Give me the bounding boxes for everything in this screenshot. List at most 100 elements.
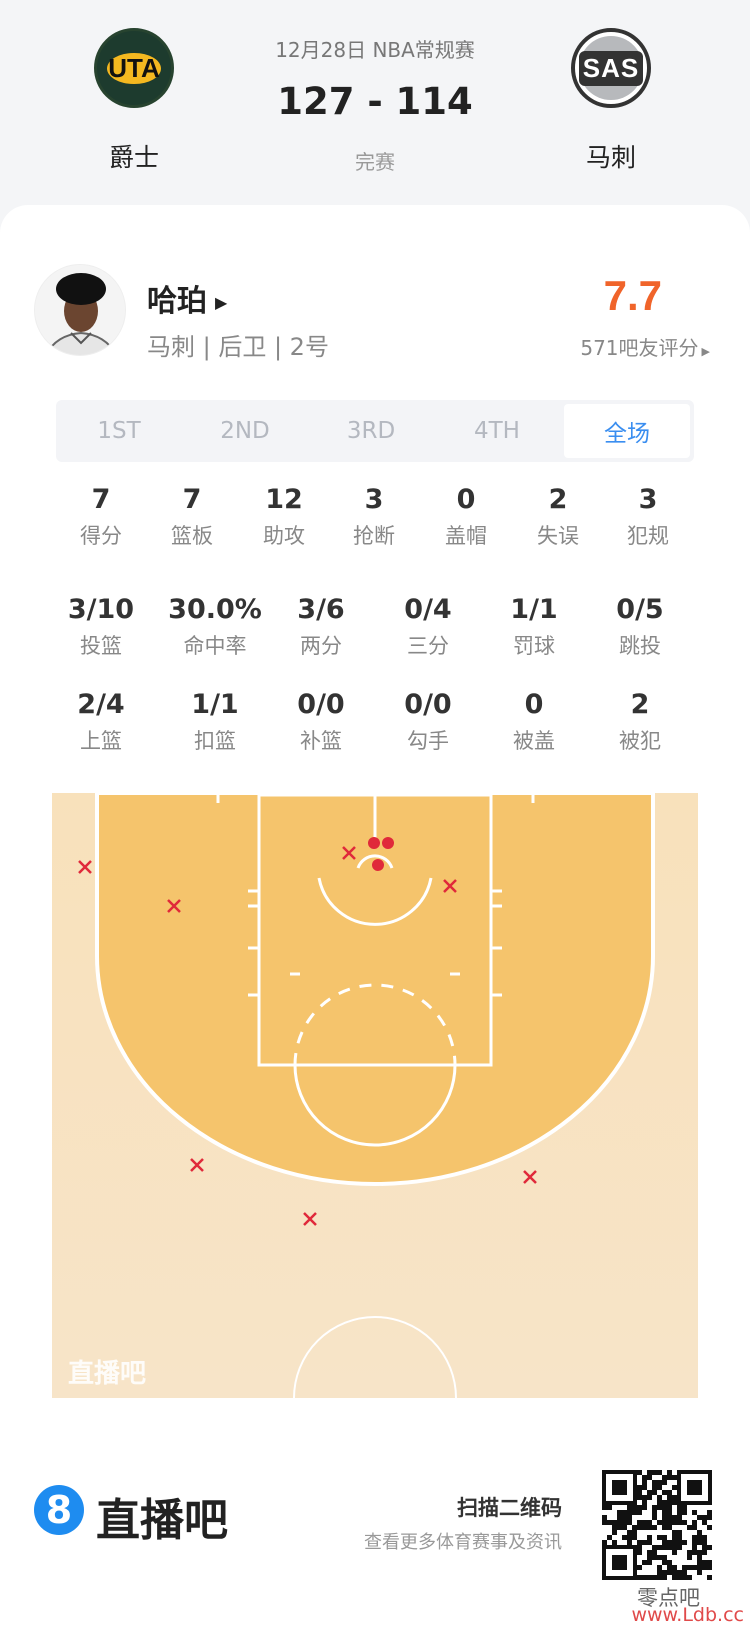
missed-shot-x-icon: [523, 1170, 537, 1184]
stat-value: 1/1: [510, 594, 558, 625]
scan-subtitle: 查看更多体育赛事及资讯: [364, 1532, 562, 1553]
missed-shot-x-icon: [342, 846, 356, 860]
game-date-league: 12月28日 NBA常规赛: [275, 38, 475, 62]
made-shot-dot: [382, 837, 394, 849]
sas-team-logo[interactable]: SAS: [571, 28, 651, 108]
stat-value: 0/0: [297, 689, 345, 720]
watermark-url: www.Ldb.cc: [631, 1604, 744, 1626]
zhibo8-logo-icon: 8: [34, 1485, 84, 1535]
three-point-area: [95, 793, 655, 1186]
play-arrow-icon: ▶: [215, 293, 228, 312]
stat-label: 失误: [537, 524, 579, 548]
stat-罚球: 1/1 罚球: [479, 592, 589, 660]
stat-label: 三分: [407, 634, 449, 658]
stat-value: 2/4: [77, 689, 125, 720]
stat-label: 盖帽: [445, 524, 487, 548]
stat-value: 3: [638, 484, 658, 515]
tab-2nd[interactable]: 2ND: [220, 418, 270, 444]
stat-value: 3/6: [297, 594, 345, 625]
player-avatar: [34, 264, 126, 356]
missed-shot-x-icon: [190, 1158, 204, 1172]
stat-value: 0/5: [616, 594, 664, 625]
stat-value: 3: [364, 484, 384, 515]
stat-label: 两分: [300, 634, 342, 658]
stat-label: 命中率: [183, 634, 247, 658]
stat-value: 7: [182, 484, 202, 515]
stat-得分: 7 得分: [46, 482, 156, 550]
stat-label: 罚球: [513, 634, 555, 658]
court-lines: [216, 793, 535, 1398]
stat-label: 补篮: [300, 729, 342, 753]
player-name: 哈珀: [147, 284, 207, 319]
stat-投篮: 3/10 投篮: [46, 592, 156, 660]
away-team-name[interactable]: 马刺: [585, 143, 636, 172]
stat-篮板: 7 篮板: [137, 482, 247, 550]
made-shot-dot: [372, 859, 384, 871]
stat-label: 篮板: [171, 524, 213, 548]
stat-label: 投篮: [80, 634, 122, 658]
stat-value: 0: [456, 484, 476, 515]
stat-value: 0/0: [404, 689, 452, 720]
period-tabs: 1ST 2ND 3RD 4TH 全场: [56, 400, 694, 462]
uta-team-logo[interactable]: UTA: [94, 28, 174, 108]
stat-value: 12: [265, 484, 303, 515]
stat-勾手: 0/0 勾手: [373, 687, 483, 755]
scan-title: 扫描二维码: [457, 1496, 562, 1520]
stat-补篮: 0/0 补篮: [266, 687, 376, 755]
stat-label: 犯规: [627, 524, 669, 548]
stat-命中率: 30.0% 命中率: [160, 592, 270, 660]
stat-label: 抢断: [353, 524, 395, 548]
stat-value: 0/4: [404, 594, 452, 625]
stat-label: 被盖: [513, 729, 555, 753]
stat-label: 得分: [80, 524, 122, 548]
stat-扣篮: 1/1 扣篮: [160, 687, 270, 755]
tab-1st[interactable]: 1ST: [97, 418, 141, 444]
stat-跳投: 0/5 跳投: [585, 592, 695, 660]
footer-brand: 直播吧: [96, 1495, 228, 1546]
missed-shot-x-icon: [167, 899, 181, 913]
stat-label: 助攻: [263, 524, 305, 548]
stat-上篮: 2/4 上篮: [46, 687, 156, 755]
missed-shot-x-icon: [303, 1212, 317, 1226]
qr-code[interactable]: [602, 1470, 712, 1580]
stat-被盖: 0 被盖: [479, 687, 589, 755]
player-rating: 7.7: [603, 272, 662, 319]
game-status: 完赛: [355, 150, 395, 174]
stat-两分: 3/6 两分: [266, 592, 376, 660]
player-info: 马刺 | 后卫 | 2号: [147, 333, 329, 361]
stat-value: 7: [91, 484, 111, 515]
stat-value: 30.0%: [168, 594, 262, 625]
stat-value: 2: [630, 689, 650, 720]
stat-label: 上篮: [80, 729, 122, 753]
stat-助攻: 12 助攻: [229, 482, 339, 550]
tab-4th[interactable]: 4TH: [474, 418, 520, 444]
stat-犯规: 3 犯规: [593, 482, 703, 550]
stat-value: 0: [524, 689, 544, 720]
rating-count: 571吧友评分: [580, 336, 699, 360]
stat-label: 跳投: [619, 634, 661, 658]
home-team-name[interactable]: 爵士: [108, 143, 159, 172]
made-shot-dot: [368, 837, 380, 849]
rating-count-link[interactable]: 571吧友评分 ▶: [580, 332, 710, 361]
stat-label: 被犯: [619, 729, 661, 753]
shot-chart: 直播吧: [52, 793, 698, 1398]
game-score: 127 - 114: [277, 80, 473, 123]
court-watermark: 直播吧: [68, 1359, 146, 1389]
stat-三分: 0/4 三分: [373, 592, 483, 660]
stat-被犯: 2 被犯: [585, 687, 695, 755]
tab-全场[interactable]: 全场: [564, 404, 690, 458]
stat-失误: 2 失误: [503, 482, 613, 550]
stat-value: 1/1: [191, 689, 239, 720]
play-arrow-icon: ▶: [701, 345, 710, 358]
missed-shot-x-icon: [443, 879, 457, 893]
stat-label: 勾手: [407, 729, 449, 753]
tab-3rd[interactable]: 3RD: [346, 418, 396, 444]
stat-抢断: 3 抢断: [319, 482, 429, 550]
stat-盖帽: 0 盖帽: [411, 482, 521, 550]
watermark-cn: 零点吧: [637, 1586, 700, 1610]
stat-value: 3/10: [67, 594, 135, 625]
player-name-link[interactable]: 哈珀 ▶: [147, 276, 227, 320]
stat-label: 扣篮: [194, 729, 236, 753]
missed-shot-x-icon: [78, 860, 92, 874]
stat-value: 2: [548, 484, 568, 515]
